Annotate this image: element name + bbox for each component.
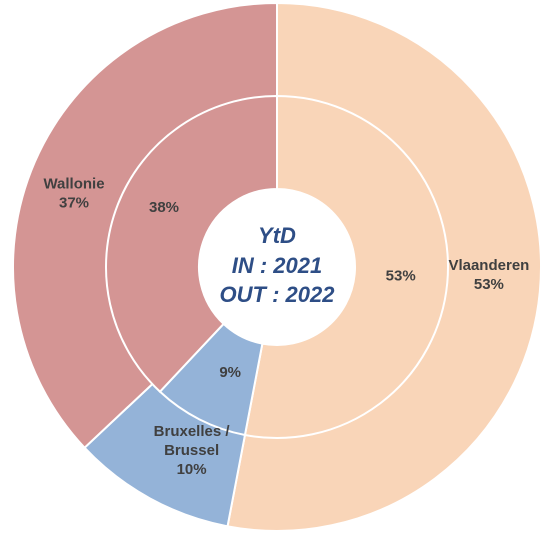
inner-label-vlaanderen-line-1: 53% [386, 268, 416, 285]
inner-label-bruxelles-brussel-line-1: 9% [219, 364, 241, 381]
center-label-line-2: IN : 2021 [232, 253, 323, 278]
outer-label-vlaanderen-line-2: 53% [474, 276, 504, 293]
outer-label-bruxelles-brussel-line-3: 10% [177, 461, 207, 478]
inner-label-wallonie-line-1: 38% [149, 199, 179, 216]
center-label-line-3: OUT : 2022 [220, 282, 336, 307]
outer-label-wallonie-line-1: Wallonie [43, 176, 104, 193]
center-label-line-1: YtD [258, 223, 296, 248]
donut-hole [199, 189, 355, 345]
outer-label-bruxelles-brussel-line-1: Bruxelles / [154, 423, 231, 440]
outer-label-wallonie-line-2: 37% [59, 195, 89, 212]
outer-label-vlaanderen-line-1: Vlaanderen [448, 257, 529, 274]
slice-labels: Vlaanderen 53% Bruxelles / Brussel 10% Wallon… [43, 176, 529, 479]
outer-label-bruxelles-brussel-line-2: Brussel [164, 442, 219, 459]
inner-ring [104, 94, 450, 439]
